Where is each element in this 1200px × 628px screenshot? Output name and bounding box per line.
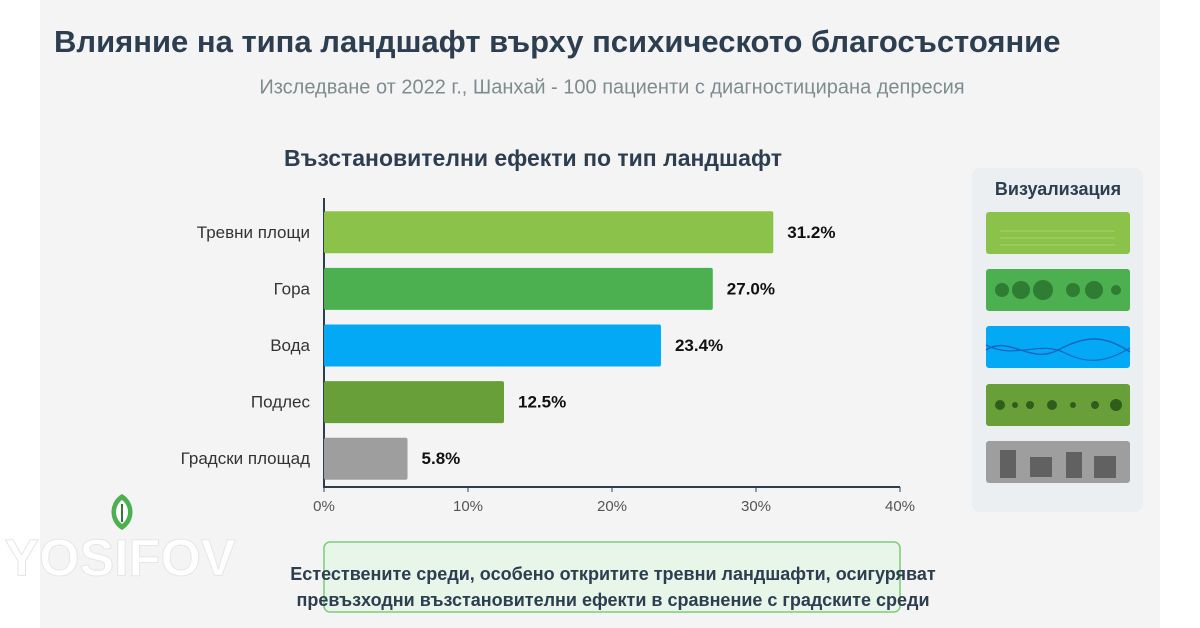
x-tick-label: 10% [453, 498, 483, 515]
y-tick-label: Вода [270, 336, 310, 355]
watermark: YOSIFOV [4, 530, 235, 588]
y-tick-label: Подлес [251, 393, 311, 412]
subtitle: Изследване от 2022 г., Шанхай - 100 паци… [259, 76, 964, 98]
value-label: 23.4% [675, 336, 723, 355]
value-label: 31.2% [787, 223, 835, 242]
conclusion-box [323, 541, 901, 613]
x-tick-label: 30% [741, 498, 771, 515]
bar [324, 324, 661, 367]
logo [111, 494, 133, 530]
y-tick-label: Градски площад [181, 449, 310, 468]
value-label: 27.0% [727, 279, 775, 298]
bar [324, 381, 504, 424]
x-tick-label: 20% [597, 498, 627, 515]
y-tick-label: Гора [274, 279, 311, 298]
page-title: Влияние на типа ландшафт върху психическ… [54, 24, 1060, 59]
bar [324, 211, 774, 254]
bar [324, 267, 713, 310]
viz-title: Визуализация [995, 179, 1121, 199]
conclusion-line: Естествените среди, особено откритите тр… [290, 564, 936, 584]
bar [324, 437, 408, 480]
viz-tiles [985, 212, 1131, 483]
value-label: 5.8% [422, 449, 461, 468]
x-tick-label: 0% [313, 498, 335, 515]
conclusion-line: превъзходни възстановителни ефекти в сра… [296, 590, 929, 610]
chart-title: Възстановителни ефекти по тип ландшафт [284, 145, 782, 171]
y-tick-label: Тревни площи [197, 223, 310, 242]
x-tick-label: 40% [885, 498, 915, 515]
value-label: 12.5% [518, 393, 566, 412]
